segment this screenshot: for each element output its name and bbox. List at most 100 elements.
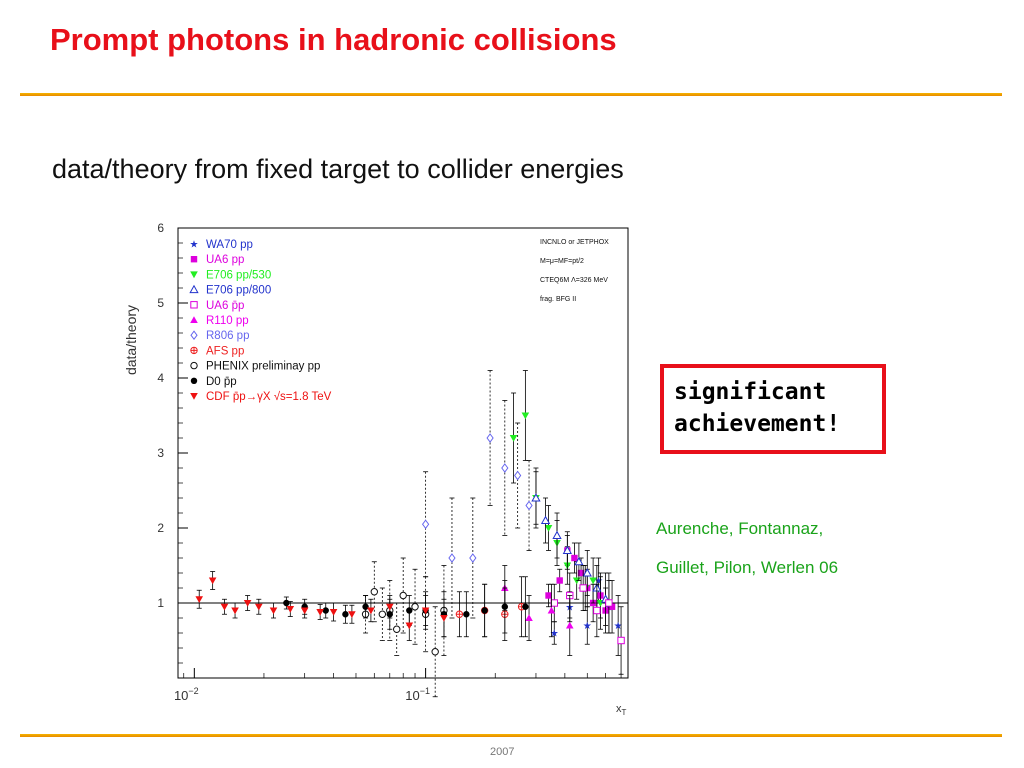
data-point-series-10: [254, 603, 263, 611]
data-point-series-9: [501, 603, 509, 610]
data-point-series-3: [531, 493, 541, 502]
legend-marker: ★: [190, 240, 199, 251]
data-point-series-8: [378, 610, 387, 618]
x-tick-label: 10−2: [174, 686, 199, 703]
theory-note: INCNLO or JETPHOX: [540, 239, 609, 246]
data-point-series-0: ★: [550, 629, 559, 640]
data-point-series-9: [322, 607, 329, 614]
data-point-series-5: [565, 621, 574, 629]
x-axis-label: xT: [616, 703, 627, 717]
legend-marker: [190, 271, 198, 279]
data-point-series-10: [208, 577, 217, 585]
data-point-series-8: [370, 588, 378, 596]
data-point-series-6: [514, 470, 522, 481]
footer-text: 2007: [490, 746, 515, 758]
data-point-series-5: [547, 606, 556, 614]
legend-marker: [190, 393, 198, 400]
top-divider: [20, 93, 1002, 96]
data-point-series-10: [421, 607, 430, 615]
data-point-series-6: [469, 553, 477, 563]
data-point-series-8: [431, 648, 439, 656]
data-point-series-6: [501, 463, 509, 473]
callout-line-1: significant: [674, 379, 827, 405]
data-point-series-8: [399, 591, 407, 600]
legend-marker: [190, 301, 198, 309]
bottom-divider: [20, 734, 1002, 737]
data-point-series-6: [486, 433, 494, 443]
data-point-series-0: ★: [594, 576, 603, 587]
legend-entry: R110 pp: [206, 315, 249, 327]
data-point-series-9: [283, 599, 290, 607]
data-point-series-10: [195, 596, 204, 604]
data-point-series-4: [605, 599, 613, 607]
data-point-series-10: [316, 609, 324, 616]
data-point-series-2: [509, 435, 518, 442]
data-point-series-10: [231, 607, 239, 615]
legend-marker: [189, 284, 199, 294]
theory-note: frag. BFG II: [540, 296, 576, 303]
y-tick-label: 5: [157, 296, 164, 310]
authors-line-1: Aurenche, Fontannaz,: [656, 519, 824, 538]
data-point-series-0: ★: [614, 621, 623, 632]
slide-title: Prompt photons in hadronic collisions: [50, 22, 617, 57]
data-point-series-10: [220, 603, 229, 611]
legend-entry: AFS pp: [206, 345, 244, 357]
y-tick-label: 1: [157, 596, 164, 610]
data-point-series-3: [574, 556, 584, 566]
y-tick-label: 4: [157, 371, 164, 385]
legend-entry: R806 pp: [206, 330, 249, 342]
data-point-series-1: [608, 603, 616, 610]
data-point-series-1: [577, 569, 585, 577]
slide-subtitle: data/theory from fixed target to collide…: [52, 154, 624, 184]
data-point-series-1: [556, 577, 563, 584]
data-point-series-2: [521, 412, 530, 420]
data-point-series-2: [589, 577, 597, 585]
data-point-series-10: [269, 607, 278, 615]
legend-marker: [190, 256, 198, 263]
data-point-series-3: [552, 530, 562, 539]
legend-marker: [190, 377, 198, 384]
legend-marker: [190, 330, 198, 341]
data-point-series-9: [463, 611, 470, 618]
data-point-series-8: [393, 625, 401, 633]
y-tick-label: 6: [157, 221, 164, 235]
legend-entry: UA6 pp: [206, 254, 244, 266]
data-point-series-5: [525, 614, 533, 621]
data-point-series-10: [348, 611, 356, 619]
data-point-series-4: [550, 599, 558, 607]
legend-marker: [190, 316, 198, 323]
data-point-series-4: [617, 636, 625, 645]
x-tick-label: 10−1: [405, 686, 430, 703]
data-point-series-3: [562, 545, 572, 554]
achievement-callout: significant achievement!: [660, 364, 886, 454]
authors-line-2: Guillet, Pilon, Werlen 06: [656, 558, 839, 577]
data-point-series-0: ★: [583, 621, 592, 632]
data-point-series-10: [329, 609, 338, 616]
theory-note: M=μ=MF=pt/2: [540, 258, 584, 265]
legend-entry: PHENIX preliminay pp: [206, 361, 320, 373]
data-point-series-10: [300, 607, 309, 615]
legend-entry: E706 pp/800: [206, 285, 271, 297]
data-point-series-3: [540, 515, 551, 524]
data-point-series-10: [367, 607, 375, 615]
data-point-series-9: [522, 603, 529, 610]
data-point-series-9: [342, 611, 349, 618]
data-point-series-4: [593, 606, 601, 615]
data-theory-chart: 1 2 3 4 5 6 10−2 10−1 xT data/theory INCNLO or JET…: [123, 221, 629, 717]
data-point-series-6: [448, 553, 456, 563]
data-point-series-2: [544, 525, 553, 532]
data-point-series-10: [286, 606, 295, 613]
data-point-series-2: [572, 577, 581, 585]
legend-entry: CDF p̄p→γX √s=1.8 TeV: [206, 390, 332, 403]
legend-entry: WA70 pp: [206, 239, 253, 251]
data-point-series-9: [481, 607, 488, 614]
y-axis-label: data/theory: [123, 305, 139, 375]
data-point-series-1: [545, 592, 552, 599]
data-point-series-6: [525, 500, 533, 511]
theory-note: CTEQ6M Λ=326 MeV: [540, 277, 608, 284]
legend-entry: D0 p̄p: [206, 376, 237, 388]
legend-marker: [190, 361, 198, 370]
data-point-series-1: [571, 554, 578, 562]
legend-entry: E706 pp/530: [206, 269, 271, 281]
data-point-series-6: [421, 519, 430, 530]
